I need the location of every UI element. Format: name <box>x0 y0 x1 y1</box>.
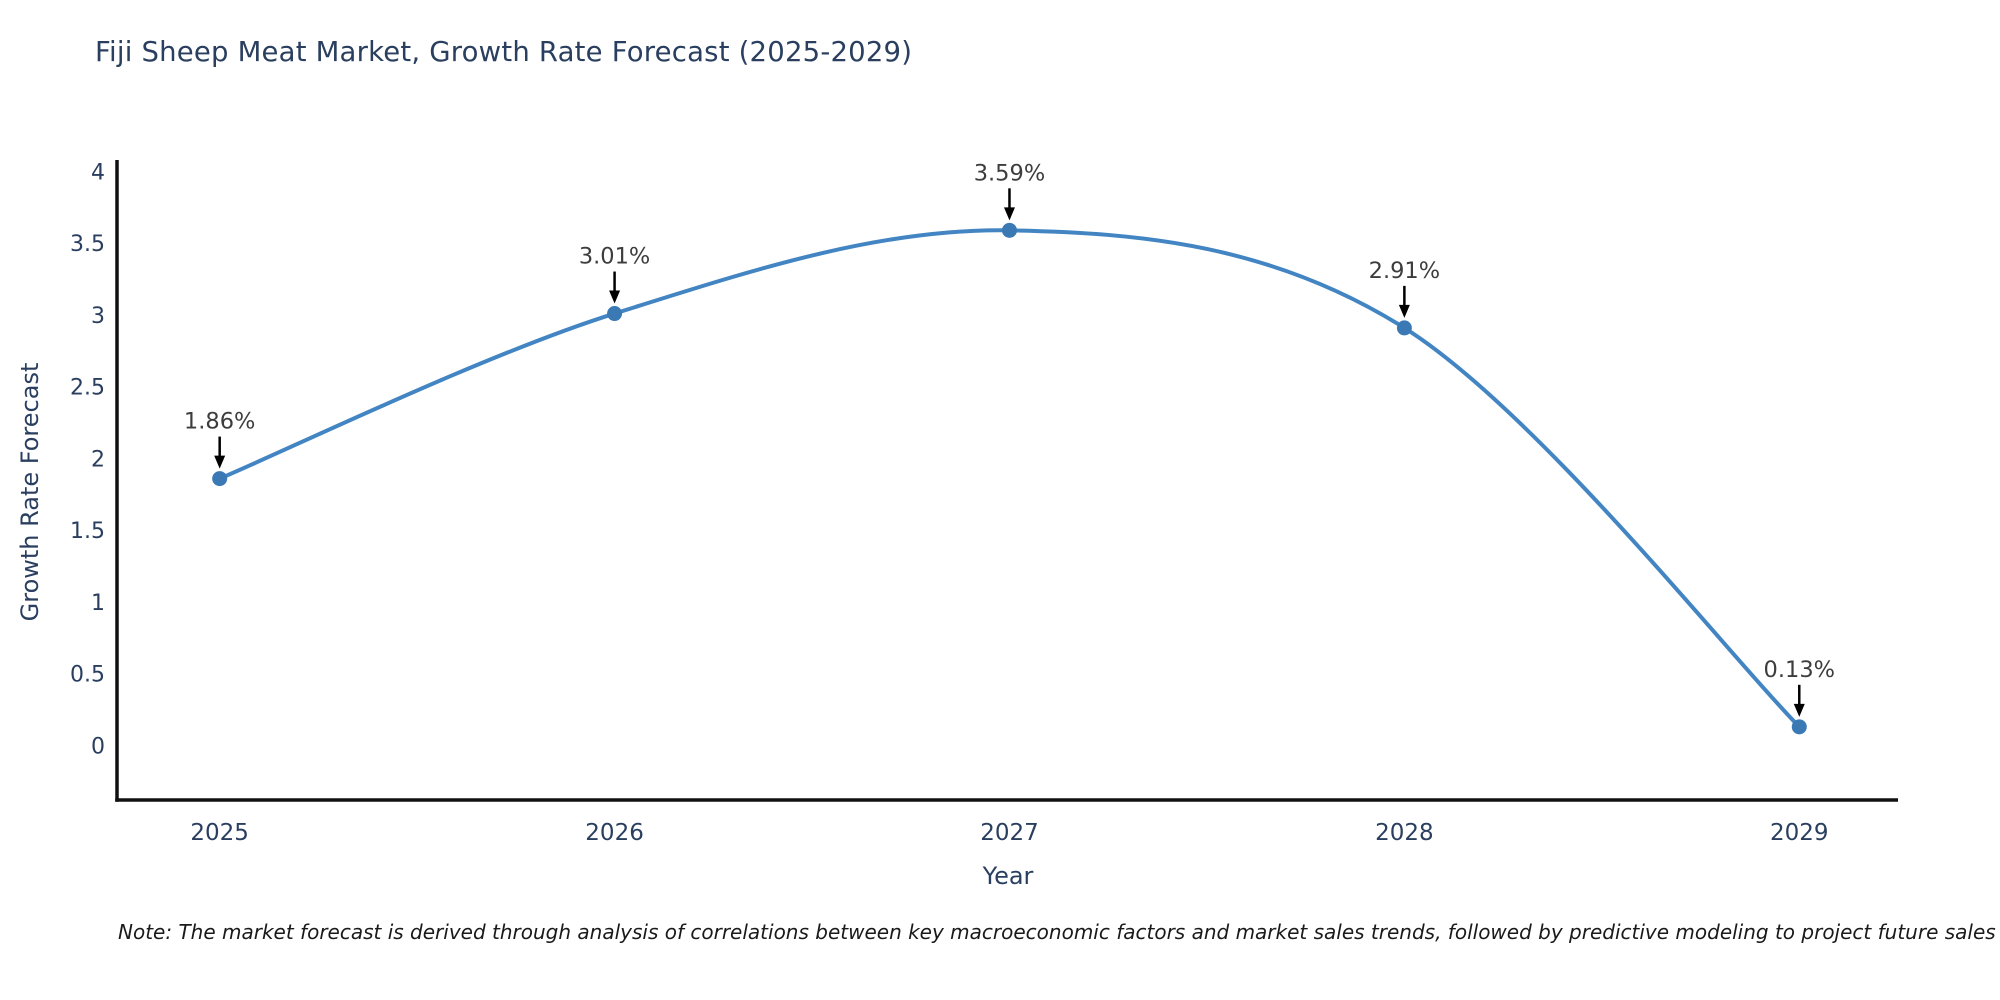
annotation-arrowhead-icon <box>214 455 226 469</box>
y-tick-label: 1.5 <box>70 519 105 544</box>
x-tick-label: 2025 <box>190 820 249 846</box>
annotation-label: 1.86% <box>184 409 255 435</box>
data-point-marker[interactable] <box>1001 222 1017 238</box>
y-tick-label: 2 <box>91 447 105 472</box>
annotation-label: 3.01% <box>579 244 650 270</box>
annotation-label: 3.59% <box>974 160 1045 186</box>
y-tick-label: 2.5 <box>70 376 105 401</box>
x-tick-label: 2027 <box>980 820 1039 846</box>
x-tick-label: 2028 <box>1375 820 1434 846</box>
annotation-arrowhead-icon <box>1003 207 1015 221</box>
x-tick-label: 2026 <box>585 820 644 846</box>
data-point-marker[interactable] <box>607 306 623 322</box>
data-point-marker[interactable] <box>1396 320 1412 336</box>
annotation-arrowhead-icon <box>1793 703 1805 717</box>
annotation-arrowhead-icon <box>1398 304 1410 318</box>
y-tick-label: 3 <box>91 304 105 329</box>
y-tick-label: 3.5 <box>70 232 105 257</box>
annotation-label: 2.91% <box>1369 258 1440 284</box>
annotation-arrowhead-icon <box>609 290 621 304</box>
data-point-marker[interactable] <box>1791 719 1807 735</box>
x-tick-label: 2029 <box>1770 820 1829 846</box>
y-tick-label: 1 <box>91 591 105 616</box>
y-tick-label: 0.5 <box>70 663 105 688</box>
y-tick-label: 4 <box>91 160 105 185</box>
footnote: Note: The market forecast is derived thr… <box>118 920 1996 944</box>
chart-title: Fiji Sheep Meat Market, Growth Rate Fore… <box>95 36 913 68</box>
data-point-marker[interactable] <box>212 471 228 487</box>
y-tick-label: 0 <box>91 734 105 759</box>
x-axis-title: Year <box>982 862 1034 890</box>
annotation-label: 0.13% <box>1764 657 1835 683</box>
series-line <box>217 228 1802 729</box>
